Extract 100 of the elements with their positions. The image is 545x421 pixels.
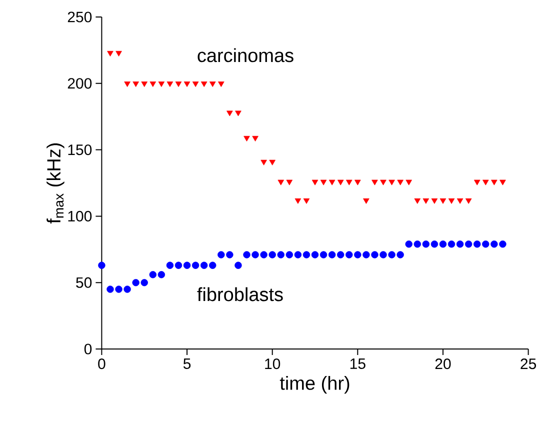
x-tick-label: 0 <box>98 358 106 370</box>
point <box>363 198 370 204</box>
point <box>320 251 328 258</box>
point <box>499 240 506 248</box>
y-tick-label: 200 <box>68 78 92 89</box>
series-label: fibroblasts <box>197 287 283 302</box>
point <box>312 180 318 186</box>
point <box>354 251 362 258</box>
point <box>98 262 106 269</box>
point <box>140 279 148 286</box>
point <box>303 198 310 204</box>
y-tick-label: 250 <box>68 12 92 22</box>
point <box>422 240 430 248</box>
point <box>184 81 190 87</box>
series-label: carcinomas <box>198 48 294 62</box>
point <box>174 262 182 269</box>
point <box>124 286 131 293</box>
point <box>405 240 412 248</box>
point <box>252 251 259 258</box>
x-tick-label: 10 <box>265 358 280 370</box>
point <box>192 81 199 87</box>
point <box>252 136 258 142</box>
point <box>141 81 148 87</box>
point <box>456 240 464 248</box>
point <box>431 198 438 204</box>
point <box>116 50 122 56</box>
point <box>464 240 472 248</box>
point <box>456 198 464 204</box>
point <box>226 110 233 116</box>
point <box>440 198 446 204</box>
point <box>209 81 216 87</box>
point <box>235 110 242 116</box>
point <box>150 81 156 87</box>
y-tick-label: 100 <box>68 210 92 222</box>
point <box>372 180 378 186</box>
point <box>396 251 404 258</box>
point <box>388 251 396 258</box>
point <box>226 251 234 258</box>
x-tick-label: 25 <box>520 358 536 370</box>
point <box>269 160 276 166</box>
x-tick-label: 5 <box>183 358 191 369</box>
point <box>183 262 191 269</box>
point <box>465 198 472 204</box>
point <box>354 180 361 186</box>
point <box>448 198 455 204</box>
point <box>491 180 498 186</box>
point <box>397 180 404 186</box>
point <box>320 180 327 186</box>
point <box>337 251 344 258</box>
y-tick-label: 150 <box>68 144 92 156</box>
point <box>200 81 208 87</box>
point <box>474 240 481 248</box>
point <box>448 240 456 248</box>
point <box>286 251 294 258</box>
point <box>218 251 225 258</box>
point <box>490 240 498 248</box>
point <box>234 262 242 269</box>
point <box>388 180 395 186</box>
point <box>500 180 506 186</box>
point <box>328 251 336 258</box>
point <box>482 240 490 248</box>
point <box>200 262 208 269</box>
point <box>243 251 250 258</box>
point <box>430 240 438 248</box>
y-tick-label: 50 <box>76 277 92 288</box>
point <box>166 262 174 269</box>
point <box>311 251 319 258</box>
point <box>158 271 166 278</box>
point <box>406 180 412 186</box>
point <box>380 180 386 186</box>
point <box>414 198 421 204</box>
point <box>209 262 216 269</box>
point <box>294 251 302 258</box>
point <box>115 286 122 293</box>
y-tick-label: 0 <box>84 344 92 354</box>
point <box>175 81 182 87</box>
point <box>439 240 447 248</box>
point <box>346 180 352 186</box>
point <box>346 251 353 258</box>
point <box>268 251 276 258</box>
point <box>337 180 344 186</box>
point <box>149 271 156 278</box>
point <box>107 50 114 56</box>
point <box>302 251 310 258</box>
point <box>132 81 139 87</box>
point <box>260 160 267 166</box>
point <box>192 262 200 269</box>
point <box>380 251 387 258</box>
point <box>218 81 224 87</box>
point <box>414 240 421 248</box>
point <box>286 180 293 186</box>
point <box>422 198 430 204</box>
point <box>294 198 302 204</box>
point <box>278 180 284 186</box>
x-tick-label: 20 <box>435 358 451 370</box>
point <box>474 180 480 186</box>
x-tick-label: 15 <box>350 358 366 369</box>
point <box>132 279 140 286</box>
point <box>166 81 174 87</box>
point <box>328 180 336 186</box>
